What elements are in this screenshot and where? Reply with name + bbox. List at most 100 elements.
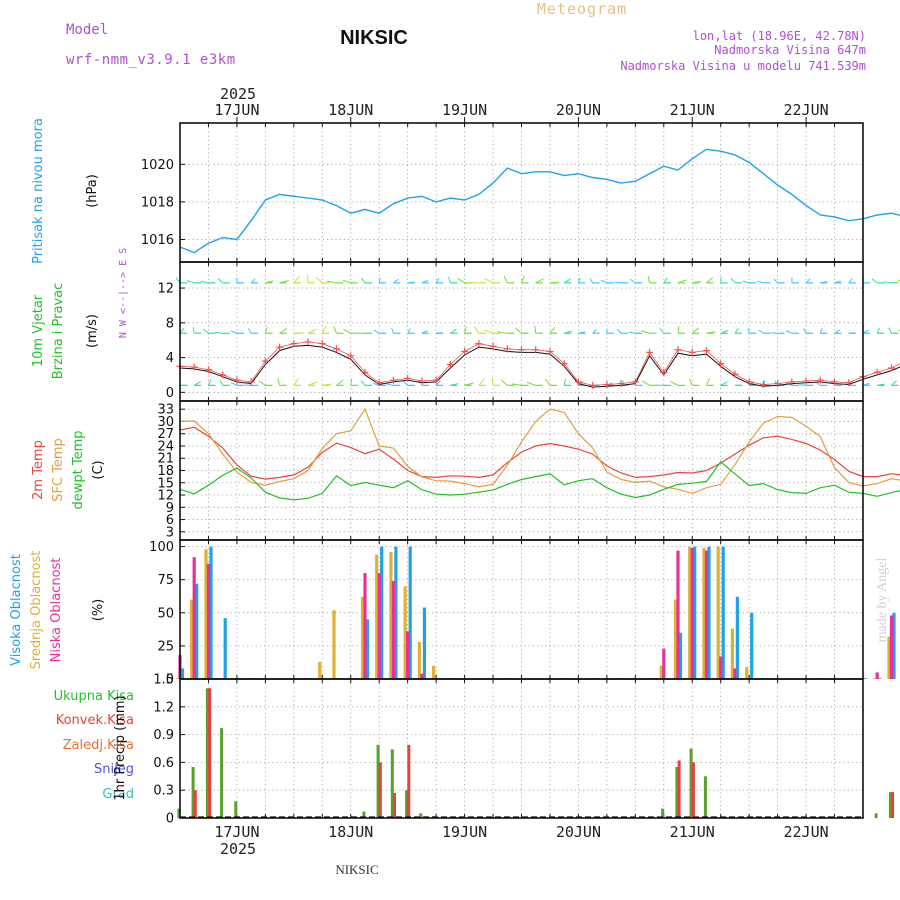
precip-convective-bar	[378, 762, 382, 818]
ytick-label-p3-6: 21	[157, 452, 174, 467]
cloud-high-bar	[678, 632, 683, 679]
temp-units: (C)	[91, 460, 106, 479]
cloud-high-bar	[863, 678, 868, 679]
wind-barb	[803, 328, 807, 334]
wind-barb	[770, 332, 778, 334]
model-label: Model	[66, 22, 108, 38]
cloud-ylabel-2: Srednja Oblacnost	[29, 551, 44, 670]
day-label-bottom-3: 20JUN	[556, 823, 601, 841]
cloud-high-bar	[735, 596, 739, 679]
cloud-mid-bar	[730, 628, 734, 679]
cloud-mid-bar	[702, 547, 706, 679]
wind-barb	[360, 277, 366, 284]
wind-barb	[773, 278, 778, 284]
wind-barb	[192, 327, 195, 334]
wind-barb	[628, 331, 636, 334]
wind-barb	[491, 377, 494, 386]
wind-barb	[630, 278, 636, 284]
wind-barb	[512, 383, 522, 386]
wind-barb	[448, 276, 451, 283]
ytick-label-p3-4: 15	[157, 476, 174, 491]
precip-total-bar	[220, 728, 224, 818]
station-title: NIKSIC	[340, 27, 408, 49]
wind-barb	[202, 328, 209, 334]
precip-convective-bar	[677, 760, 681, 818]
precip-total-bar	[689, 748, 693, 818]
wind-barb	[500, 379, 508, 386]
day-label-top-2: 19JUN	[442, 101, 487, 119]
cloud-high-bar	[707, 546, 711, 679]
precip-total-bar	[205, 688, 209, 818]
ytick-label-p5-0: 0	[166, 812, 174, 827]
precip-total-bar	[234, 801, 238, 818]
model-elevation-label: Nadmorska Visina u modelu 741.539m	[620, 59, 866, 73]
ytick-label-p5-1: 0.3	[153, 784, 174, 799]
cloud-high-bar	[180, 668, 185, 679]
cloud-mid-bar	[688, 546, 692, 679]
footer-station: NIKSIC	[335, 862, 378, 877]
cloud-mid-bar	[190, 599, 194, 679]
legend-hail: Grad	[102, 787, 134, 802]
wind-barb	[230, 382, 238, 386]
wind-barb	[883, 281, 892, 284]
wind-barb	[464, 326, 467, 334]
wind-barb	[478, 378, 485, 386]
cloud-high-bar	[878, 678, 882, 679]
lonlat-label: lon,lat (18.96E, 42.78N)	[693, 29, 866, 43]
wind-barb	[402, 380, 409, 386]
cloud-high-bar	[394, 546, 398, 679]
cloud-mid-bar	[175, 678, 180, 679]
wind-barb	[758, 329, 764, 334]
wind-barb	[730, 277, 736, 284]
cloud-low-bar	[676, 550, 680, 679]
wind-barb	[350, 378, 353, 386]
cloud-mid-bar	[873, 678, 877, 679]
wind-barb	[258, 380, 266, 386]
cloud-low-bar	[192, 557, 196, 679]
wind-barb	[799, 384, 807, 386]
wind-barb	[871, 278, 878, 284]
cloud-low-bar	[875, 672, 879, 679]
ytick-label-p4-2: 50	[157, 606, 174, 621]
cloud-mid-bar	[204, 549, 208, 679]
day-label-top-5: 22JUN	[784, 101, 829, 119]
ytick-label-p2-3: 12	[157, 282, 174, 297]
wind-barb	[483, 329, 494, 334]
wind-barb	[250, 278, 256, 284]
precip-total-bar	[177, 808, 181, 818]
wind-barb	[706, 277, 713, 284]
precip-total-bar	[419, 813, 423, 818]
cloud-ylabel-1: Visoka Oblacnost	[9, 554, 24, 666]
wind-barb	[535, 278, 544, 284]
wind-barb	[897, 279, 900, 282]
wind-barb	[514, 327, 522, 334]
precip-total-bar	[191, 767, 195, 818]
wind-barb	[720, 276, 722, 283]
legend-conv-rain: Konvek.Kisa	[56, 713, 134, 728]
wind-barb	[321, 325, 327, 334]
ytick-label-p4-3: 75	[157, 573, 174, 588]
cloud-low-bar	[889, 615, 894, 679]
ytick-label-p1-1: 1018	[141, 195, 174, 210]
wind-barb	[659, 328, 665, 334]
cloud-low-bar	[406, 631, 410, 679]
cloud-mid-bar	[745, 667, 749, 679]
ytick-label-p3-10: 33	[157, 403, 174, 418]
wind-barb	[616, 328, 622, 334]
temp-ylabel-2: SFC Temp	[51, 438, 66, 502]
cloud-low-bar	[662, 648, 666, 679]
wind-barb	[747, 328, 750, 334]
cloud-mid-bar	[389, 551, 393, 679]
cloud-high-bar	[892, 612, 896, 679]
legend-total-rain: Ukupna Kisa	[54, 689, 134, 704]
cloud-mid-bar	[417, 641, 421, 679]
wind-barb	[450, 328, 457, 334]
day-label-bottom-5: 22JUN	[784, 823, 829, 841]
cloud-mid-bar	[403, 586, 407, 679]
day-label-bottom-2: 19JUN	[442, 823, 487, 841]
cloud-high-bar	[223, 618, 227, 679]
wind-barb	[307, 328, 317, 334]
wind-barb	[691, 327, 699, 334]
cloud-low-bar	[363, 573, 367, 679]
